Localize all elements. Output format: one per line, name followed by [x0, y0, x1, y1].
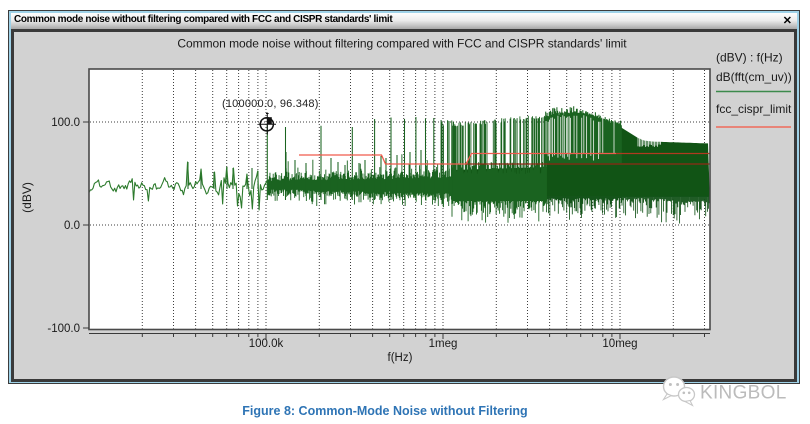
svg-text:100.0: 100.0: [51, 117, 80, 129]
svg-text:(dBV) : f(Hz): (dBV) : f(Hz): [716, 51, 783, 65]
svg-text:100.0k: 100.0k: [249, 338, 284, 350]
svg-text:0.0: 0.0: [64, 220, 80, 232]
svg-text:fcc_cispr_limit: fcc_cispr_limit: [716, 102, 792, 116]
svg-text:KINGBOL: KINGBOL: [700, 383, 787, 404]
svg-text:10meg: 10meg: [602, 338, 637, 350]
svg-text:(100000.0, 96.348): (100000.0, 96.348): [222, 98, 319, 110]
svg-text:Common mode noise without filt: Common mode noise without filtering comp…: [177, 37, 627, 51]
svg-text:(dBV): (dBV): [20, 182, 34, 213]
svg-text:dB(fft(cm_uv)): dB(fft(cm_uv)): [716, 70, 792, 84]
svg-text:1meg: 1meg: [429, 338, 458, 350]
svg-text:-100.0: -100.0: [47, 323, 80, 335]
svg-text:f(Hz): f(Hz): [388, 352, 413, 364]
